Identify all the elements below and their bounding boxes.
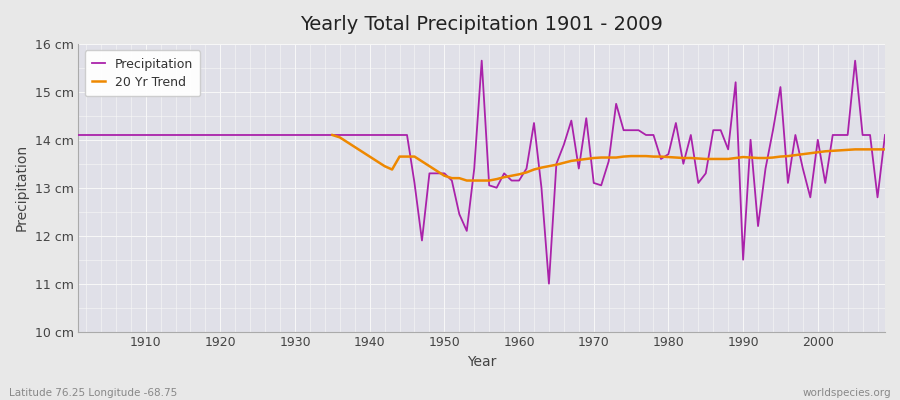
20 Yr Trend (879, 147, 890, 152)
Precipitation (521, 166, 532, 171)
Line: Precipitation: Precipitation (78, 61, 885, 284)
20 Yr Trend (327, 132, 338, 137)
20 Yr Trend (462, 178, 472, 183)
Text: Latitude 76.25 Longitude -68.75: Latitude 76.25 Longitude -68.75 (9, 388, 177, 398)
Line: 20 Yr Trend: 20 Yr Trend (332, 135, 885, 180)
20 Yr Trend (768, 155, 778, 160)
Precipitation (544, 281, 554, 286)
Precipitation (133, 132, 144, 137)
20 Yr Trend (752, 156, 763, 160)
20 Yr Trend (790, 153, 801, 158)
Legend: Precipitation, 20 Yr Trend: Precipitation, 20 Yr Trend (85, 50, 201, 96)
Title: Yearly Total Precipitation 1901 - 2009: Yearly Total Precipitation 1901 - 2009 (301, 15, 663, 34)
Text: worldspecies.org: worldspecies.org (803, 388, 891, 398)
X-axis label: Year: Year (467, 355, 497, 369)
Precipitation (476, 58, 487, 63)
Precipitation (879, 132, 890, 137)
Precipitation (618, 128, 629, 132)
Precipitation (514, 178, 525, 183)
20 Yr Trend (372, 159, 382, 164)
20 Yr Trend (827, 148, 838, 153)
Y-axis label: Precipitation: Precipitation (15, 144, 29, 231)
Precipitation (73, 132, 84, 137)
Precipitation (342, 132, 353, 137)
20 Yr Trend (775, 154, 786, 159)
Precipitation (297, 132, 308, 137)
